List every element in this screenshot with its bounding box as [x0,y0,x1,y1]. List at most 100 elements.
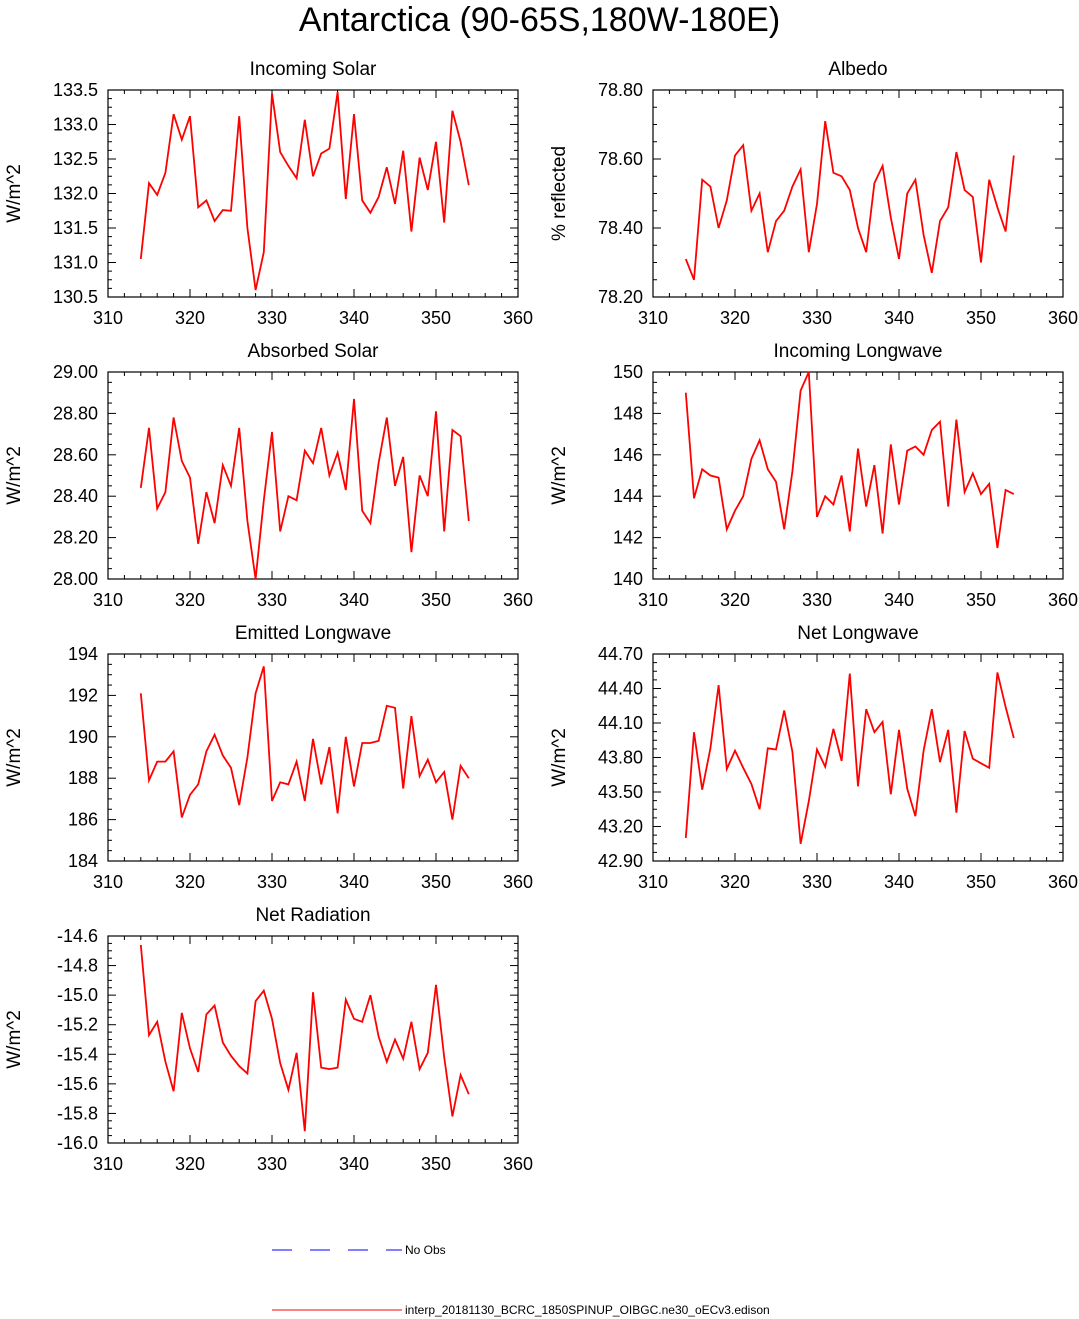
x-tick-label: 360 [1048,590,1078,610]
x-tick-label: 350 [966,308,996,328]
y-tick-label: 43.80 [598,748,643,768]
y-tick-label: -15.2 [57,1015,98,1035]
x-tick-label: 320 [175,872,205,892]
panel-title: Incoming Solar [250,59,377,80]
y-tick-label: 42.90 [598,851,643,871]
series-line [684,371,1015,549]
x-tick-label: 320 [175,590,205,610]
panel-title: Absorbed Solar [248,341,380,362]
y-axis-label: % reflected [549,146,570,241]
x-tick-label: 360 [1048,308,1078,328]
y-tick-label: -14.6 [57,926,98,946]
x-tick-label: 330 [257,872,287,892]
y-axis-label: W/m^2 [549,728,570,787]
x-tick-label: 330 [257,308,287,328]
panel-title: Net Longwave [797,623,918,644]
x-tick-label: 320 [720,308,750,328]
panel-6: Net Radiation W/m^2 310 320 330 340 350 360 -16.… [4,905,533,1174]
panel-title: Albedo [828,59,887,80]
x-tick-label: 340 [884,872,914,892]
x-tick-label: 340 [884,590,914,610]
y-tick-label: 44.40 [598,679,643,699]
plot-frame [652,371,1064,580]
y-axis-label: W/m^2 [4,446,25,505]
y-tick-label: 133.5 [53,80,98,100]
y-tick-label: -15.8 [57,1103,98,1123]
x-tick-label: 310 [93,308,123,328]
series-line [684,120,1015,281]
y-tick-label: 144 [613,486,643,506]
y-tick-label: 78.20 [598,287,643,307]
legend-obs-label: No Obs [405,1243,446,1257]
x-tick-label: 330 [802,872,832,892]
panel-title: Emitted Longwave [235,623,391,644]
x-tick-label: 330 [257,590,287,610]
y-tick-label: -15.0 [57,985,98,1005]
y-tick-label: 131.5 [53,218,98,238]
panel-1: Albedo % reflected 310 320 330 340 350 360 78.20… [549,59,1078,328]
x-tick-label: 350 [421,590,451,610]
y-tick-label: 188 [68,768,98,788]
y-tick-label: 186 [68,810,98,830]
x-tick-label: 340 [884,308,914,328]
x-tick-label: 310 [93,872,123,892]
y-tick-label: 28.80 [53,403,98,423]
y-tick-label: 28.20 [53,528,98,548]
y-tick-label: 132.0 [53,184,98,204]
panel-5: Net Longwave W/m^2 310 320 330 340 350 360 42.90… [549,623,1078,892]
y-tick-label: 140 [613,569,643,589]
y-tick-label: 184 [68,851,98,871]
y-tick-label: 78.80 [598,80,643,100]
y-tick-label: 29.00 [53,362,98,382]
x-tick-label: 340 [339,872,369,892]
x-tick-label: 310 [638,308,668,328]
x-tick-label: 330 [802,590,832,610]
y-tick-label: -16.0 [57,1133,98,1153]
panel-title: Incoming Longwave [774,341,943,362]
y-axis-label: W/m^2 [549,446,570,505]
panel-0: Incoming Solar W/m^2 310 320 330 340 350 360 130… [4,59,533,328]
x-tick-label: 350 [421,872,451,892]
panel-4: Emitted Longwave W/m^2 310 320 330 340 350 360 1… [4,623,533,892]
plot-frame [107,89,519,298]
series-line [139,91,470,291]
x-tick-label: 310 [638,590,668,610]
x-tick-label: 350 [966,872,996,892]
y-tick-label: 131.0 [53,253,98,273]
x-tick-label: 340 [339,1154,369,1174]
x-tick-label: 340 [339,590,369,610]
panel-3: Incoming Longwave W/m^2 310 320 330 340 350 360… [549,341,1078,610]
series-line [139,666,470,820]
y-tick-label: 28.60 [53,445,98,465]
y-tick-label: 146 [613,445,643,465]
y-tick-label: 28.40 [53,486,98,506]
x-tick-label: 320 [175,308,205,328]
y-tick-label: 28.00 [53,569,98,589]
x-tick-label: 360 [503,872,533,892]
legend: No Obs interp_20181130_BCRC_1850SPINUP_OI… [272,1243,770,1317]
plot-frame [652,653,1064,862]
plot-frame [652,89,1064,298]
y-axis-label: W/m^2 [4,164,25,223]
series-line [139,944,470,1132]
y-tick-label: 148 [613,403,643,423]
x-tick-label: 350 [966,590,996,610]
x-tick-label: 330 [802,308,832,328]
x-tick-label: 360 [503,590,533,610]
y-tick-label: 78.40 [598,218,643,238]
x-tick-label: 310 [93,590,123,610]
y-axis-label: W/m^2 [4,1010,25,1069]
y-tick-label: 190 [68,727,98,747]
y-tick-label: 130.5 [53,287,98,307]
x-tick-label: 360 [503,1154,533,1174]
x-tick-label: 320 [175,1154,205,1174]
x-tick-label: 330 [257,1154,287,1174]
y-tick-label: 150 [613,362,643,382]
x-tick-label: 350 [421,1154,451,1174]
x-tick-label: 360 [1048,872,1078,892]
y-axis-label: W/m^2 [4,728,25,787]
y-tick-label: 43.20 [598,817,643,837]
x-tick-label: 340 [339,308,369,328]
legend-model-label: interp_20181130_BCRC_1850SPINUP_OIBGC.ne… [405,1303,770,1317]
